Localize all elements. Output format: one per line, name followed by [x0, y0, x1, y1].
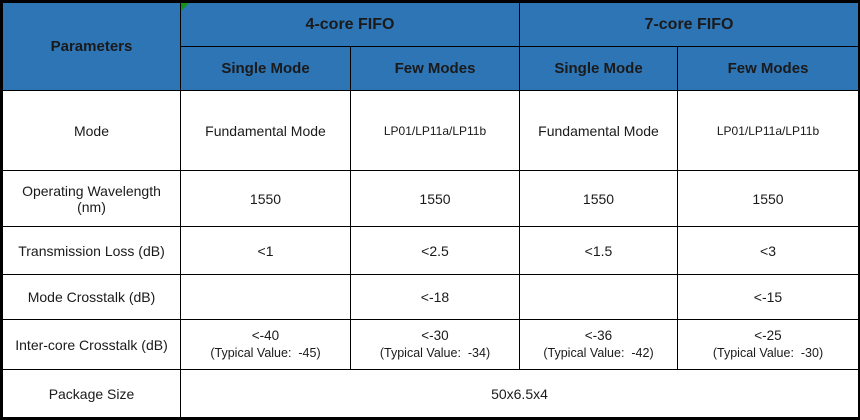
- cell-package-size-value: 50x6.5x4: [180, 369, 859, 418]
- subheader-7core-few-modes: Few Modes: [677, 46, 859, 91]
- group-header-4core-fifo: 4-core FIFO: [180, 2, 520, 47]
- cell-interxt-7core-few: <-25 (Typical Value: -30): [677, 319, 859, 370]
- group-header-row: Parameters 4-core FIFO 7-core FIFO: [2, 2, 859, 91]
- table-row-mode-crosstalk: Mode Crosstalk (dB) <-18 <-15: [2, 274, 859, 320]
- intercore-typical-value: (Typical Value: -45): [210, 346, 321, 360]
- row-label-transmission-loss: Transmission Loss (dB): [2, 226, 181, 275]
- cell-wavelength-4core-few: 1550: [350, 170, 520, 227]
- cell-mode-4core-few: LP01/LP11a/LP11b: [350, 90, 520, 171]
- parameters-header: Parameters: [2, 2, 181, 91]
- row-label-mode: Mode: [2, 90, 181, 171]
- subheader-7core-single-mode: Single Mode: [519, 46, 678, 91]
- table-row-wavelength: Operating Wavelength (nm) 1550 1550 1550…: [2, 170, 859, 227]
- cell-mode-4core-single: Fundamental Mode: [180, 90, 351, 171]
- cell-modext-4core-single: [180, 274, 351, 320]
- cell-wavelength-7core-few: 1550: [677, 170, 859, 227]
- cell-interxt-7core-single: <-36 (Typical Value: -42): [519, 319, 678, 370]
- table-row-intercore-crosstalk: Inter-core Crosstalk (dB) <-40 (Typical …: [2, 319, 859, 370]
- subheader-4core-few-modes: Few Modes: [350, 46, 520, 91]
- row-label-mode-crosstalk: Mode Crosstalk (dB): [2, 274, 181, 320]
- cell-loss-7core-few: <3: [677, 226, 859, 275]
- table-row-transmission-loss: Transmission Loss (dB) <1 <2.5 <1.5 <3: [2, 226, 859, 275]
- row-label-intercore-crosstalk: Inter-core Crosstalk (dB): [2, 319, 181, 370]
- cell-modext-4core-few: <-18: [350, 274, 520, 320]
- cell-loss-4core-few: <2.5: [350, 226, 520, 275]
- subheader-4core-single-mode: Single Mode: [180, 46, 351, 91]
- cell-loss-7core-single: <1.5: [519, 226, 678, 275]
- green-corner-flag-icon: [181, 3, 189, 11]
- cell-mode-7core-few: LP01/LP11a/LP11b: [677, 90, 859, 171]
- intercore-value: <-40: [251, 328, 280, 343]
- row-label-package-size: Package Size: [2, 369, 181, 418]
- cell-mode-7core-single: Fundamental Mode: [519, 90, 678, 171]
- intercore-value: <-25: [754, 328, 782, 343]
- cell-interxt-4core-single: <-40 (Typical Value: -45): [180, 319, 351, 370]
- intercore-typical-value: (Typical Value: -30): [712, 346, 824, 360]
- group-header-label: 4-core FIFO: [305, 15, 395, 33]
- group-header-7core-fifo: 7-core FIFO: [519, 2, 859, 47]
- cell-modext-7core-single: [519, 274, 678, 320]
- cell-wavelength-4core-single: 1550: [180, 170, 351, 227]
- cell-loss-4core-single: <1: [180, 226, 351, 275]
- row-label-wavelength: Operating Wavelength (nm): [2, 170, 181, 227]
- cell-modext-7core-few: <-15: [677, 274, 859, 320]
- intercore-typical-value: (Typical Value: -34): [379, 346, 491, 360]
- intercore-typical-value: (Typical Value: -42): [543, 346, 654, 360]
- table-row-package-size: Package Size 50x6.5x4: [2, 369, 859, 418]
- subheader-row: Single Mode Few Modes Single Mode Few Mo…: [3, 46, 859, 91]
- group-header-label: 7-core FIFO: [644, 15, 734, 33]
- intercore-value: <-36: [584, 328, 613, 343]
- cell-interxt-4core-few: <-30 (Typical Value: -34): [350, 319, 520, 370]
- table-row-mode: Mode Fundamental Mode LP01/LP11a/LP11b F…: [2, 90, 859, 171]
- cell-wavelength-7core-single: 1550: [519, 170, 678, 227]
- intercore-value: <-30: [421, 328, 449, 343]
